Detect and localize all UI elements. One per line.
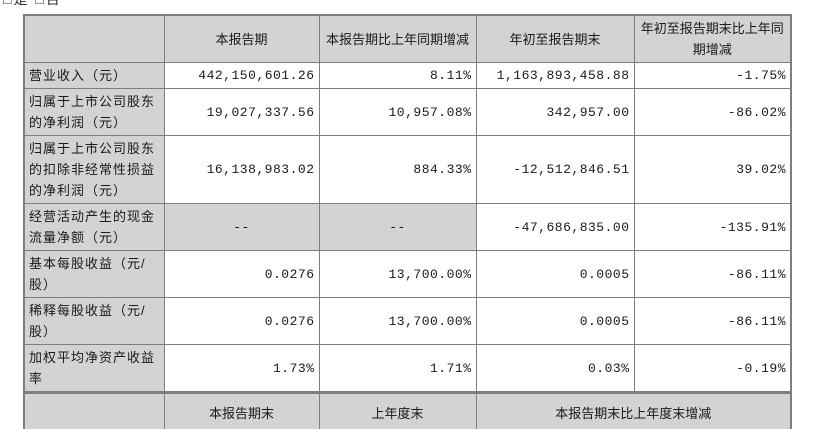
value-cell: 0.0005: [475, 297, 635, 345]
value-cell: 10,957.08%: [318, 88, 477, 136]
row-label-cell: 归属于上市公司股东的扣除非经常性损益的净利润（元）: [23, 135, 165, 204]
value-cell: 884.33%: [318, 135, 477, 204]
table-row-net-profit: 归属于上市公司股东的净利润（元） 19,027,337.56 10,957.08…: [23, 88, 792, 136]
value-cell: 13,700.00%: [318, 297, 477, 345]
value-cell: 342,957.00: [475, 88, 635, 136]
value-cell: -1.75%: [633, 62, 792, 89]
table-row-weighted-avg-roe: 加权平均净资产收益率 1.73% 1.71% 0.03% -0.19%: [23, 344, 792, 393]
financial-summary-table: 本报告期 本报告期比上年同期增减 年初至报告期末 年初至报告期末比上年同期增减 …: [23, 14, 792, 429]
column-header-empty: [23, 391, 165, 429]
value-cell: -86.11%: [633, 297, 792, 345]
value-cell-na: --: [318, 203, 477, 251]
table-row-revenue: 营业收入（元） 442,150,601.26 8.11% 1,163,893,4…: [23, 62, 792, 89]
value-cell: -12,512,846.51: [475, 135, 635, 204]
column-header-end-of-last-year: 上年度末: [318, 391, 477, 429]
column-header-ytd-yoy-change: 年初至报告期末比上年同期增减: [633, 14, 792, 63]
value-cell: 0.0276: [163, 297, 320, 345]
value-cell: 16,138,983.02: [163, 135, 320, 204]
value-cell: 0.0276: [163, 250, 320, 298]
value-cell: -47,686,835.00: [475, 203, 635, 251]
value-cell: 8.11%: [318, 62, 477, 89]
value-cell: 442,150,601.26: [163, 62, 320, 89]
value-cell-na: --: [163, 203, 320, 251]
column-header-change-vs-last-year-end: 本报告期末比上年度末增减: [475, 391, 792, 429]
value-cell: 39.02%: [633, 135, 792, 204]
row-label-cell: 归属于上市公司股东的净利润（元）: [23, 88, 165, 136]
row-label-cell: 稀释每股收益（元/股）: [23, 297, 165, 345]
column-header-yoy-change: 本报告期比上年同期增减: [318, 14, 477, 63]
row-label-cell: 基本每股收益（元/股）: [23, 250, 165, 298]
column-header-ytd: 年初至报告期末: [475, 14, 635, 63]
value-cell: -135.91%: [633, 203, 792, 251]
yes-no-checkbox-line: □是 □否: [3, 0, 815, 9]
yes-no-checkbox-text: □是 □否: [3, 0, 815, 8]
table-row-basic-eps: 基本每股收益（元/股） 0.0276 13,700.00% 0.0005 -86…: [23, 250, 792, 298]
table-row-diluted-eps: 稀释每股收益（元/股） 0.0276 13,700.00% 0.0005 -86…: [23, 297, 792, 345]
value-cell: 1.71%: [318, 344, 477, 393]
table-header-row-period: 本报告期 本报告期比上年同期增减 年初至报告期末 年初至报告期末比上年同期增减: [23, 14, 792, 63]
table-row-net-profit-excl-nonrecurring: 归属于上市公司股东的扣除非经常性损益的净利润（元） 16,138,983.02 …: [23, 135, 792, 204]
row-label-cell: 经营活动产生的现金流量净额（元）: [23, 203, 165, 251]
value-cell: 19,027,337.56: [163, 88, 320, 136]
row-label-cell: 加权平均净资产收益率: [23, 344, 165, 393]
table-row-operating-cash-flow: 经营活动产生的现金流量净额（元） -- -- -47,686,835.00 -1…: [23, 203, 792, 251]
column-header-end-of-period: 本报告期末: [163, 391, 320, 429]
value-cell: 0.03%: [475, 344, 635, 393]
value-cell: -0.19%: [633, 344, 792, 393]
column-header-empty: [23, 14, 165, 63]
value-cell: -86.02%: [633, 88, 792, 136]
value-cell: 13,700.00%: [318, 250, 477, 298]
value-cell: 1,163,893,458.88: [475, 62, 635, 89]
value-cell: -86.11%: [633, 250, 792, 298]
value-cell: 1.73%: [163, 344, 320, 393]
row-label-cell: 营业收入（元）: [23, 62, 165, 89]
table-header-row-period-end: 本报告期末 上年度末 本报告期末比上年度末增减: [23, 391, 792, 429]
value-cell: 0.0005: [475, 250, 635, 298]
column-header-current-period: 本报告期: [163, 14, 320, 63]
